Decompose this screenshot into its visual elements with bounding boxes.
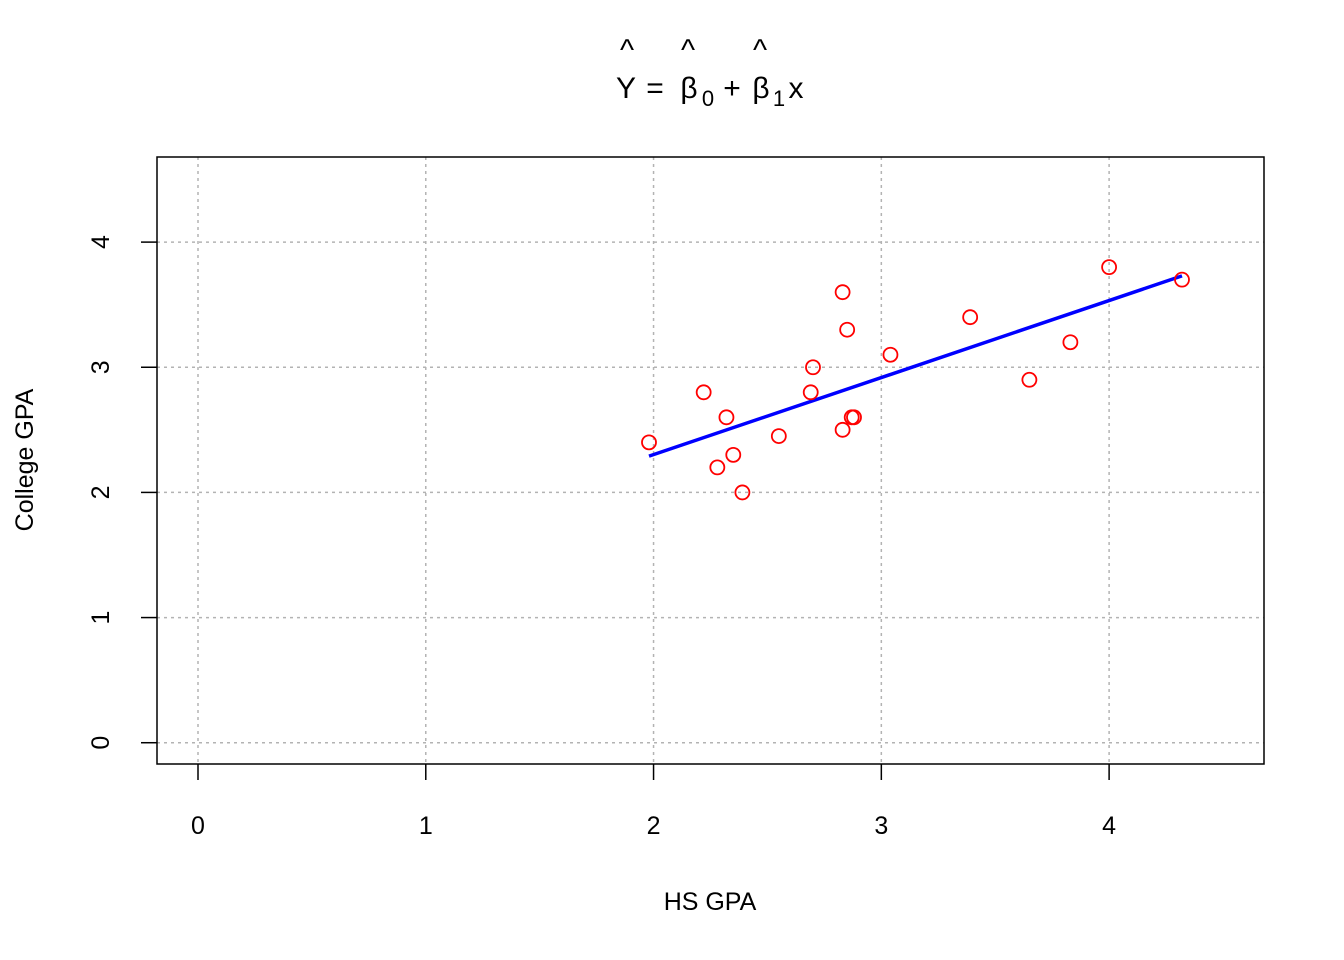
title-beta0: β bbox=[680, 72, 697, 105]
data-point-1 bbox=[695, 384, 712, 401]
data-point-5 bbox=[734, 484, 751, 501]
y-axis: 0 1 2 3 4 bbox=[87, 235, 157, 750]
grid-lines bbox=[157, 157, 1264, 764]
plot-frame bbox=[156, 156, 1265, 765]
title-hat-beta0: ^ bbox=[681, 34, 695, 67]
scatter-points bbox=[641, 259, 1190, 501]
y-tick-label-2: 2 bbox=[87, 485, 115, 499]
data-point-10 bbox=[834, 421, 851, 438]
y-tick-label-4: 4 bbox=[87, 235, 115, 249]
x-tick-label-2: 2 bbox=[647, 812, 661, 840]
regression-line-group bbox=[648, 274, 1183, 458]
x-tick-label-1: 1 bbox=[419, 812, 433, 840]
x-tick-label-4: 4 bbox=[1102, 812, 1116, 840]
data-point-13 bbox=[846, 409, 862, 426]
title-hat-beta1: ^ bbox=[753, 34, 767, 67]
data-point-15 bbox=[962, 309, 979, 326]
data-point-6 bbox=[770, 428, 787, 444]
data-point-9 bbox=[834, 284, 851, 301]
data-point-7 bbox=[802, 384, 819, 401]
y-tick-label-3: 3 bbox=[87, 360, 115, 374]
title-beta1: β bbox=[752, 72, 769, 105]
title-y: Y bbox=[616, 72, 636, 105]
y-tick-label-1: 1 bbox=[87, 611, 115, 625]
regression-line bbox=[648, 274, 1183, 458]
x-tick-label-3: 3 bbox=[874, 812, 888, 840]
data-point-0 bbox=[641, 434, 657, 451]
data-point-8 bbox=[805, 359, 821, 376]
data-point-2 bbox=[709, 459, 726, 476]
title-hat-y: ^ bbox=[620, 34, 634, 67]
data-point-18 bbox=[1101, 259, 1118, 276]
y-tick-label-0: 0 bbox=[87, 736, 115, 750]
title-equals: = bbox=[646, 72, 664, 105]
chart-title: ^ Y = ^ β 0 + ^ β 1 x bbox=[616, 34, 804, 111]
data-point-17 bbox=[1062, 334, 1079, 351]
data-point-11 bbox=[839, 321, 856, 338]
data-point-14 bbox=[882, 346, 899, 363]
title-sub1: 1 bbox=[773, 86, 785, 111]
title-sub0: 0 bbox=[702, 86, 714, 111]
y-axis-label: College GPA bbox=[11, 388, 39, 531]
data-point-19 bbox=[1174, 271, 1190, 288]
data-point-3 bbox=[718, 409, 735, 426]
x-tick-label-0: 0 bbox=[191, 812, 205, 840]
data-point-4 bbox=[725, 446, 742, 463]
title-plus: + bbox=[723, 72, 741, 105]
title-x: x bbox=[789, 72, 804, 105]
x-axis: 0 1 2 3 4 bbox=[191, 764, 1116, 840]
x-axis-label: HS GPA bbox=[664, 888, 757, 916]
data-point-16 bbox=[1021, 371, 1038, 388]
